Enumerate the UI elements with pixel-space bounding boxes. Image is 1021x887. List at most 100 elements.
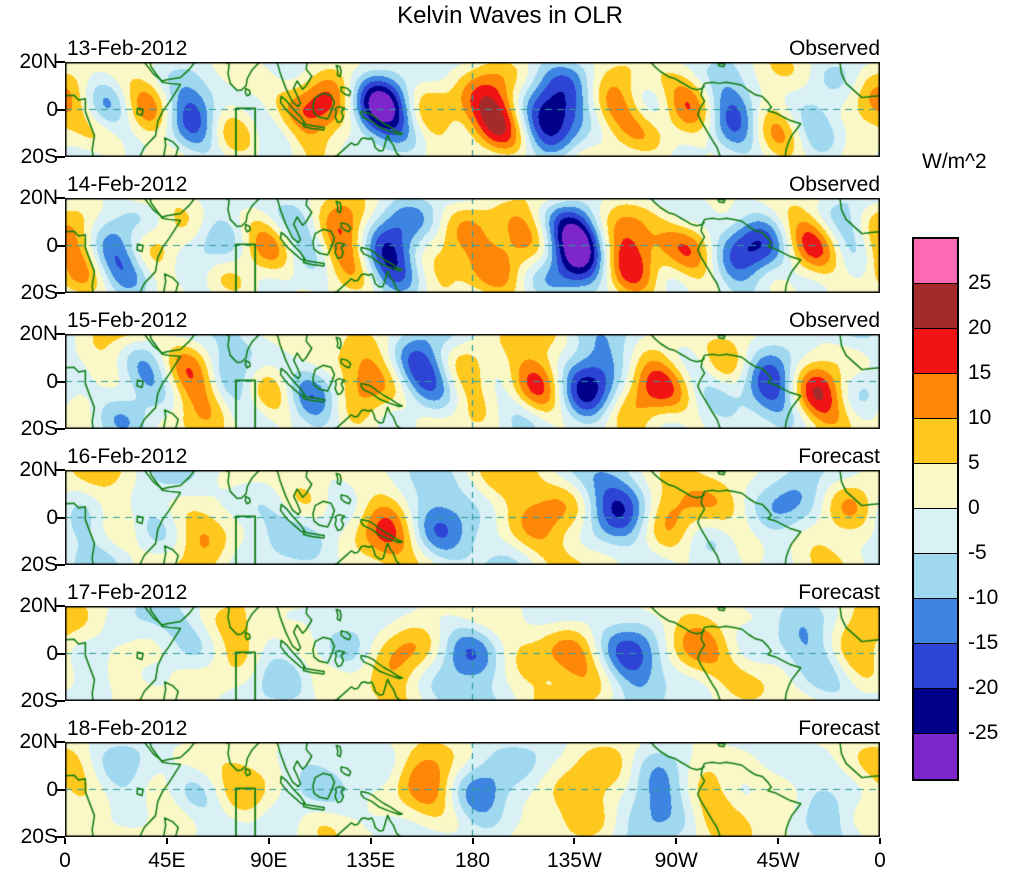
y-tick-label: 0 (46, 369, 58, 393)
x-tick-mark (267, 838, 270, 844)
x-tick-mark (777, 838, 780, 844)
colorbar-segment (914, 599, 957, 644)
y-tick-mark (56, 469, 65, 471)
y-tick-mark (56, 700, 65, 702)
panel-header-3: 15-Feb-2012 Observed (67, 308, 880, 333)
panel-type-label: Observed (788, 37, 880, 60)
y-tick-label: 0 (46, 777, 58, 801)
panel-map-3 (65, 334, 880, 429)
x-tick-label: 45W (756, 849, 800, 872)
y-tick-mark (56, 516, 65, 519)
colorbar-segment (914, 464, 957, 509)
panel-header-2: 14-Feb-2012 Observed (67, 172, 880, 197)
panel-map-4 (65, 470, 880, 565)
y-tick-mark (56, 741, 65, 743)
y-tick-label: 20N (19, 730, 58, 753)
panel-type-label: Forecast (798, 717, 880, 740)
panel-map-1 (65, 62, 880, 157)
colorbar-segment (914, 734, 957, 779)
y-tick-mark (56, 564, 65, 566)
x-tick-label: 0 (874, 849, 886, 872)
y-tick-mark (56, 836, 65, 838)
panel-map-5 (65, 606, 880, 701)
y-tick-mark (56, 292, 65, 294)
y-tick-label: 20N (19, 594, 58, 617)
y-tick-label: 0 (46, 233, 58, 257)
x-tick-mark (573, 838, 576, 844)
y-tick-label: 20S (20, 145, 58, 168)
y-tick-mark (56, 788, 65, 791)
colorbar-tick-label: 10 (968, 406, 992, 429)
y-tick-label: 20N (19, 186, 58, 209)
x-tick-label: 180 (454, 849, 491, 872)
colorbar-tick-label: -15 (968, 631, 999, 654)
panel-header-6: 18-Feb-2012 Forecast (67, 716, 880, 741)
colorbar-segment (914, 689, 957, 734)
colorbar-segment (914, 644, 957, 689)
y-tick-label: 0 (46, 505, 58, 529)
panel-map-6 (65, 742, 880, 837)
colorbar-tick-label: 0 (968, 496, 980, 519)
colorbar-segment (914, 329, 957, 374)
panel-date: 15-Feb-2012 (67, 309, 188, 332)
colorbar-tick-label: -20 (968, 676, 999, 699)
colorbar-tick-label: 5 (968, 451, 980, 474)
panel-date: 16-Feb-2012 (67, 445, 188, 468)
y-tick-label: 20S (20, 825, 58, 848)
x-tick-label: 90E (250, 849, 288, 872)
y-tick-label: 20S (20, 417, 58, 440)
panel-date: 14-Feb-2012 (67, 173, 188, 196)
y-tick-mark (56, 428, 65, 430)
y-tick-label: 0 (46, 641, 58, 665)
colorbar-tick-label: -25 (968, 721, 999, 744)
colorbar-unit-label: W/m^2 (922, 150, 987, 173)
panel-header-1: 13-Feb-2012 Observed (67, 36, 880, 61)
colorbar-tick-label: 15 (968, 361, 992, 384)
x-tick-mark (369, 838, 372, 844)
colorbar-segment (914, 554, 957, 599)
y-tick-label: 20N (19, 322, 58, 345)
panel-date: 17-Feb-2012 (67, 581, 188, 604)
y-tick-mark (56, 652, 65, 655)
panel-type-label: Observed (788, 173, 880, 196)
colorbar-segment (914, 284, 957, 329)
colorbar-segment (914, 419, 957, 464)
x-tick-label: 45E (148, 849, 186, 872)
colorbar-tick-label: -10 (968, 586, 999, 609)
panel-header-5: 17-Feb-2012 Forecast (67, 580, 880, 605)
panel-map-2 (65, 198, 880, 293)
x-tick-mark (879, 838, 881, 844)
y-tick-mark (56, 108, 65, 111)
colorbar (912, 237, 959, 781)
colorbar-segment (914, 509, 957, 554)
x-tick-mark (64, 838, 66, 844)
y-tick-mark (56, 333, 65, 335)
y-tick-label: 20N (19, 50, 58, 73)
panel-date: 13-Feb-2012 (67, 37, 188, 60)
colorbar-segment (914, 239, 957, 284)
y-tick-label: 20S (20, 689, 58, 712)
colorbar-segment (914, 374, 957, 419)
colorbar-tick-label: 20 (968, 316, 992, 339)
panel-type-label: Forecast (798, 581, 880, 604)
y-tick-label: 20S (20, 281, 58, 304)
y-tick-mark (56, 380, 65, 383)
x-tick-mark (165, 838, 168, 844)
x-tick-label: 0 (59, 849, 71, 872)
panel-type-label: Observed (788, 309, 880, 332)
y-tick-mark (56, 197, 65, 199)
y-tick-label: 0 (46, 97, 58, 121)
y-tick-mark (56, 244, 65, 247)
panel-type-label: Forecast (798, 445, 880, 468)
colorbar-tick-label: 25 (968, 271, 992, 294)
y-tick-label: 20N (19, 458, 58, 481)
x-tick-label: 90W (654, 849, 698, 872)
chart-title: Kelvin Waves in OLR (397, 2, 623, 29)
x-tick-mark (471, 838, 474, 844)
colorbar-tick-label: -5 (968, 541, 987, 564)
y-tick-mark (56, 156, 65, 158)
panel-date: 18-Feb-2012 (67, 717, 188, 740)
x-tick-label: 135E (346, 849, 396, 872)
panel-header-4: 16-Feb-2012 Forecast (67, 444, 880, 469)
